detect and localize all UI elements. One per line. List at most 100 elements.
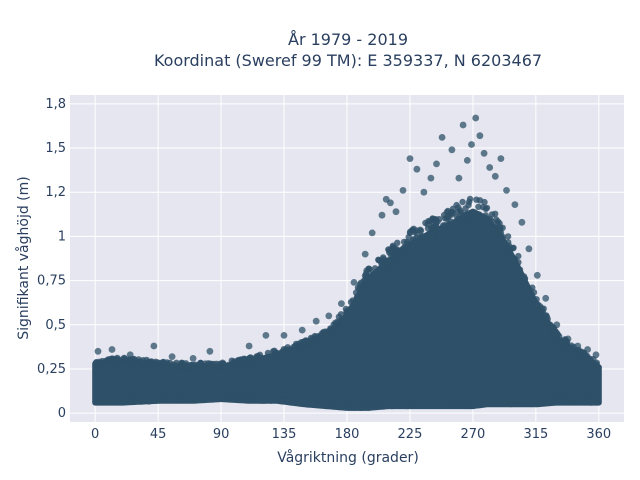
data-point (185, 396, 193, 404)
data-point (400, 244, 407, 252)
data-point (344, 402, 352, 409)
data-point (159, 359, 166, 367)
data-point (455, 208, 462, 215)
data-point (400, 401, 407, 409)
data-point (132, 394, 140, 401)
data-point (543, 313, 550, 320)
data-point (425, 217, 432, 225)
data-point (475, 203, 482, 210)
data-point (495, 230, 502, 237)
outlier-point (399, 187, 407, 194)
outlier-point (459, 121, 467, 129)
data-point (241, 356, 249, 363)
data-point (121, 354, 128, 362)
outlier-point (361, 250, 369, 258)
outlier-point (368, 229, 376, 237)
data-point (462, 399, 469, 406)
data-point (254, 358, 261, 365)
outlier-point (427, 174, 435, 182)
data-point (382, 400, 389, 407)
data-point (420, 402, 427, 409)
data-point (317, 334, 325, 342)
x-tick-label: 270 (460, 427, 485, 442)
data-point (329, 401, 336, 409)
outlier-point (564, 335, 572, 343)
data-point (327, 327, 335, 334)
data-point (482, 212, 489, 219)
data-point (103, 393, 111, 400)
data-point (595, 364, 602, 371)
outlier-point (592, 351, 600, 359)
data-point (267, 397, 275, 404)
data-point (422, 396, 429, 404)
data-point (210, 364, 217, 371)
y-tick-label: 0,25 (37, 362, 66, 377)
data-point (554, 331, 561, 338)
outlier-point (189, 355, 197, 362)
y-tick-label: 1,2 (45, 185, 66, 200)
data-point (568, 346, 575, 353)
data-point (499, 224, 506, 231)
outlier-point (497, 155, 505, 163)
data-point (483, 204, 491, 212)
x-tick-label: 90 (213, 427, 230, 442)
data-point (346, 306, 353, 313)
data-point (290, 347, 297, 355)
data-point (207, 393, 215, 400)
data-point (536, 310, 543, 317)
outlier-point (491, 172, 499, 180)
data-point (444, 207, 452, 215)
data-point (197, 359, 204, 367)
data-point (419, 233, 426, 240)
outlier-point (280, 332, 288, 339)
data-point (587, 399, 595, 406)
outlier-point (378, 211, 386, 219)
data-point (407, 228, 414, 235)
data-point (593, 393, 600, 400)
data-point (466, 396, 473, 403)
data-point (409, 243, 417, 250)
data-point (410, 236, 418, 244)
data-point (279, 348, 286, 355)
data-point (321, 398, 328, 405)
data-point (526, 398, 534, 405)
data-point (299, 338, 307, 346)
data-point (150, 392, 157, 399)
data-point (126, 360, 133, 367)
data-point (505, 245, 512, 252)
x-axis-label: Vågriktning (grader) (277, 449, 419, 466)
data-point (163, 395, 171, 402)
data-point (334, 318, 342, 325)
data-point (260, 394, 267, 401)
outlier-point (455, 174, 463, 182)
outlier-point (463, 157, 471, 164)
data-point (304, 395, 311, 403)
data-point (469, 214, 476, 221)
data-point (569, 395, 576, 403)
data-point (371, 400, 378, 407)
data-point (471, 209, 478, 216)
outlier-point (553, 321, 561, 329)
data-point (131, 355, 138, 363)
data-point (454, 400, 461, 407)
data-point (521, 276, 528, 283)
outlier-point (325, 312, 333, 320)
outlier-point (150, 342, 158, 350)
data-point (264, 349, 272, 357)
outlier-point (350, 279, 358, 286)
data-point (358, 400, 366, 408)
data-point (540, 394, 548, 401)
data-point (185, 364, 192, 372)
data-point (428, 402, 435, 409)
data-point (379, 264, 387, 272)
data-point (546, 394, 554, 401)
y-tick-label: 1 (58, 229, 66, 244)
data-point (476, 197, 484, 204)
data-point (583, 352, 590, 359)
data-point (582, 394, 589, 401)
data-point (534, 301, 542, 308)
outlier-point (126, 351, 134, 359)
data-point (432, 219, 440, 226)
data-point (99, 360, 106, 368)
data-point (512, 256, 519, 263)
